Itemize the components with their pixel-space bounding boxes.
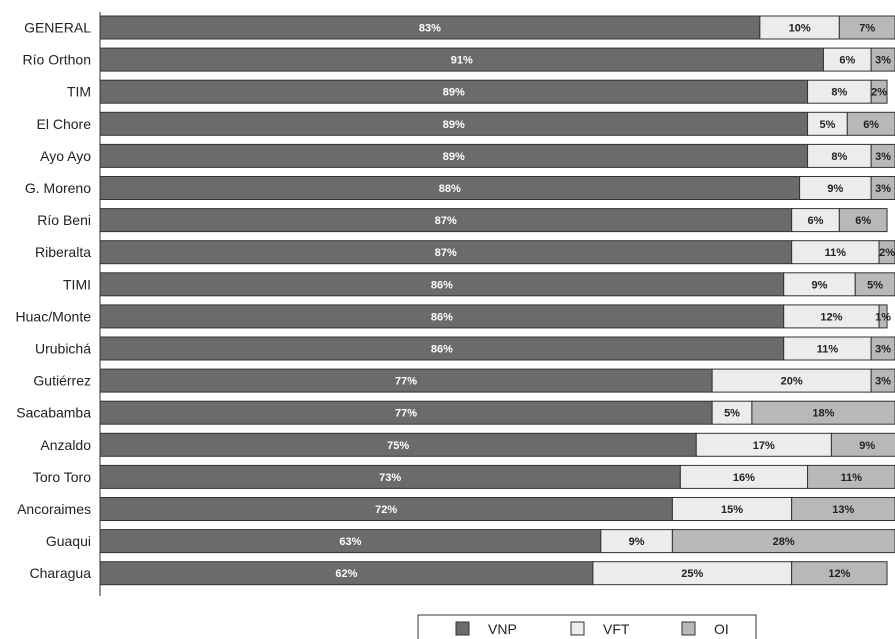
bar-oi bbox=[870, 143, 895, 168]
legend-label-vnp: VNP bbox=[488, 621, 517, 637]
data-label: 89% bbox=[443, 151, 465, 163]
bar-oi bbox=[878, 304, 888, 329]
data-label: 8% bbox=[831, 151, 847, 163]
legend-swatch-vnp bbox=[455, 621, 470, 636]
data-label: 75% bbox=[387, 440, 409, 452]
bar-oi bbox=[830, 432, 895, 457]
data-label: 8% bbox=[831, 87, 847, 99]
category-label: Río Orthon bbox=[23, 52, 91, 68]
data-label: 5% bbox=[867, 279, 883, 291]
data-label: 6% bbox=[808, 215, 824, 227]
legend-label-vft: VFT bbox=[603, 621, 630, 637]
legend-label-oi: OI bbox=[714, 621, 729, 637]
data-label: 11% bbox=[841, 472, 863, 484]
category-label: Río Beni bbox=[37, 212, 91, 228]
data-label: 77% bbox=[395, 408, 417, 420]
bar-oi bbox=[870, 176, 895, 200]
data-label: 7% bbox=[859, 23, 875, 35]
data-label: 12% bbox=[820, 311, 842, 323]
data-label: 86% bbox=[431, 279, 453, 291]
data-label: 9% bbox=[812, 279, 828, 291]
legend-swatch-oi bbox=[681, 621, 696, 636]
category-label: Guaqui bbox=[46, 533, 91, 549]
data-label: 88% bbox=[439, 183, 461, 195]
data-label: 5% bbox=[819, 119, 835, 131]
bar-oi bbox=[791, 561, 888, 586]
category-label: El Chore bbox=[37, 116, 92, 132]
data-label: 16% bbox=[733, 472, 755, 484]
category-label: Gutiérrez bbox=[33, 373, 91, 389]
data-label: 11% bbox=[817, 344, 839, 356]
data-label: 3% bbox=[875, 183, 891, 195]
data-label: 86% bbox=[431, 344, 453, 356]
bar-oi bbox=[838, 208, 888, 233]
data-label: 5% bbox=[724, 408, 740, 420]
data-label: 10% bbox=[789, 23, 811, 35]
data-label: 9% bbox=[629, 536, 645, 548]
data-label: 3% bbox=[875, 151, 891, 163]
data-label: 6% bbox=[839, 55, 855, 67]
data-label: 3% bbox=[875, 55, 891, 67]
category-label: TIMI bbox=[63, 276, 91, 292]
data-label: 9% bbox=[827, 183, 843, 195]
data-label: 17% bbox=[753, 440, 775, 452]
bar-oi bbox=[671, 529, 895, 554]
category-label: Ancoraimes bbox=[17, 501, 91, 517]
data-label: 25% bbox=[681, 568, 703, 580]
data-label: 6% bbox=[863, 119, 879, 131]
data-label: 6% bbox=[855, 215, 871, 227]
legend: VNP VFT OI bbox=[417, 614, 757, 639]
bar-oi bbox=[870, 336, 895, 361]
data-label: 18% bbox=[812, 408, 834, 420]
bar-oi bbox=[870, 368, 895, 393]
data-label: 86% bbox=[431, 311, 453, 323]
legend-swatch-vft bbox=[570, 621, 585, 636]
category-label: G. Moreno bbox=[25, 180, 91, 196]
data-label: 15% bbox=[721, 504, 743, 516]
data-label: 72% bbox=[375, 504, 397, 516]
category-label: Toro Toro bbox=[33, 469, 91, 485]
data-label: 11% bbox=[825, 247, 847, 259]
data-label: 83% bbox=[419, 23, 441, 35]
bar-oi bbox=[751, 400, 895, 425]
data-label: 63% bbox=[339, 536, 361, 548]
category-label: Charagua bbox=[30, 565, 92, 581]
legend-frame bbox=[417, 614, 757, 639]
category-label: TIM bbox=[67, 84, 91, 100]
data-label: 89% bbox=[443, 87, 465, 99]
data-label: 89% bbox=[443, 119, 465, 131]
data-label: 91% bbox=[451, 55, 473, 67]
bar-oi bbox=[870, 79, 888, 104]
bar-oi bbox=[870, 47, 895, 72]
category-label: Urubichá bbox=[35, 341, 91, 357]
data-label: 2% bbox=[879, 247, 895, 259]
category-label: GENERAL bbox=[24, 20, 91, 36]
data-label: 12% bbox=[828, 568, 850, 580]
category-label: Ayo Ayo bbox=[40, 148, 91, 164]
plot-area: GENERAL 83% 10% 7% Río Orthon 91% 6% 3% TIM 89% 8%… bbox=[16, 15, 895, 586]
category-label: Anzaldo bbox=[40, 437, 91, 453]
data-label: 77% bbox=[395, 376, 417, 388]
data-label: 13% bbox=[832, 504, 854, 516]
data-label: 2% bbox=[871, 87, 887, 99]
category-label: Huac/Monte bbox=[16, 308, 92, 324]
category-label: Sacabamba bbox=[16, 405, 91, 421]
category-label: Riberalta bbox=[35, 244, 91, 260]
data-label: 3% bbox=[875, 344, 891, 356]
bar-oi bbox=[854, 272, 895, 297]
data-label: 87% bbox=[435, 247, 457, 259]
bar-oi bbox=[791, 497, 895, 521]
data-label: 28% bbox=[773, 536, 795, 548]
data-label: 87% bbox=[435, 215, 457, 227]
data-label: 73% bbox=[379, 472, 401, 484]
data-label: 62% bbox=[335, 568, 357, 580]
data-label: 3% bbox=[875, 376, 891, 388]
data-label: 1% bbox=[875, 311, 891, 323]
data-label: 9% bbox=[859, 440, 875, 452]
data-label: 20% bbox=[781, 376, 803, 388]
